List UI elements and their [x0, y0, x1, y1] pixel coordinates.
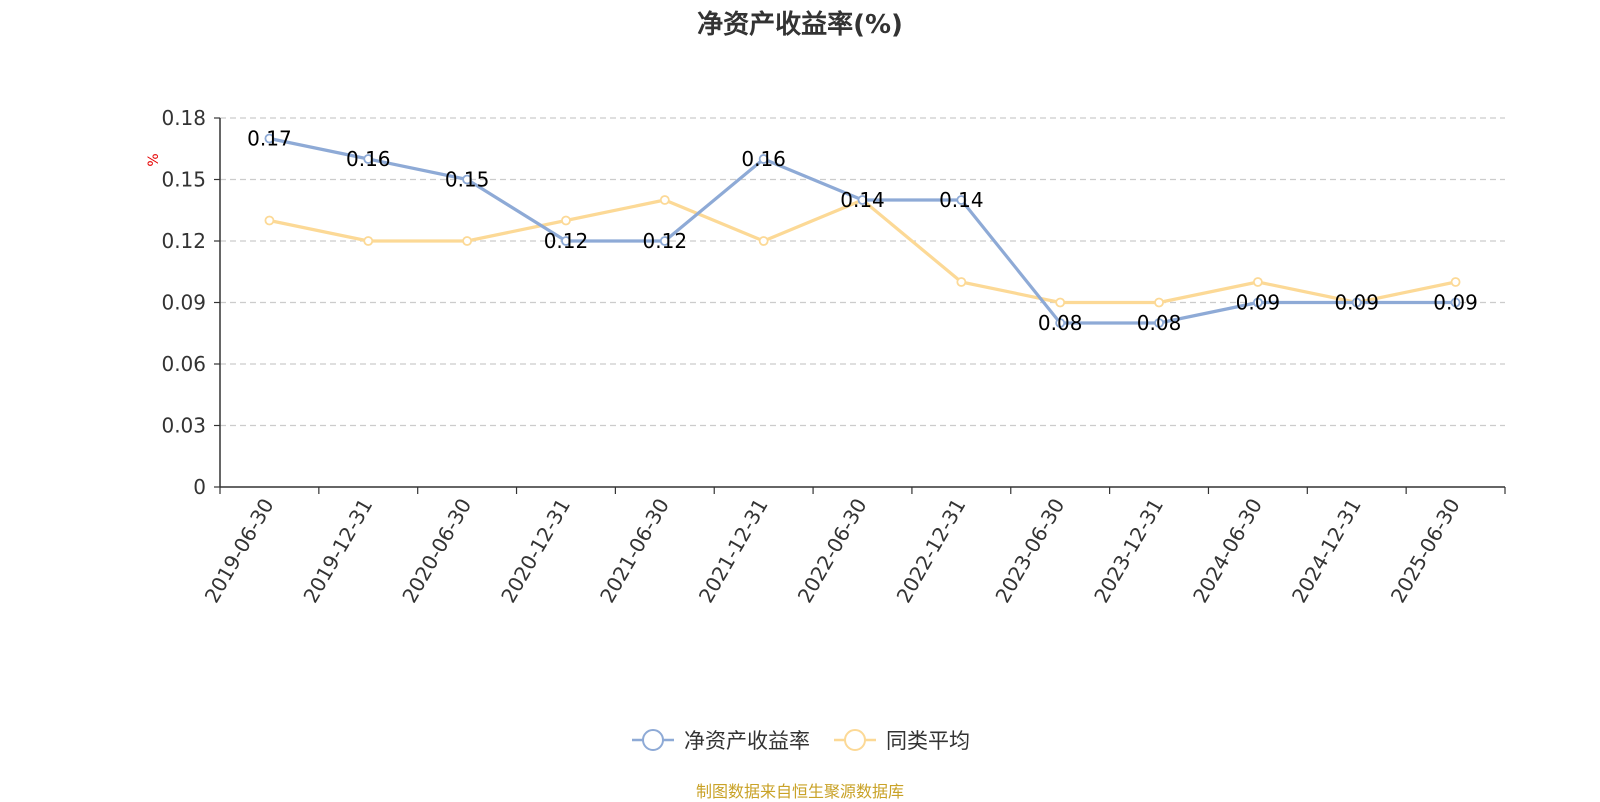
- grid-lines: [220, 117, 1505, 427]
- data-point[interactable]: [1351, 297, 1362, 308]
- y-tick-label: 0.06: [161, 352, 206, 376]
- x-tick-label: 2024-06-30: [1188, 494, 1267, 607]
- data-label: 0.14: [840, 188, 885, 212]
- data-point[interactable]: [363, 236, 374, 246]
- data-point[interactable]: [857, 195, 868, 205]
- data-point[interactable]: [1154, 297, 1164, 308]
- series-line-1: [269, 198, 1456, 305]
- data-point[interactable]: [956, 195, 967, 205]
- data-point[interactable]: [1252, 277, 1263, 287]
- y-tick-label: 0.03: [161, 414, 206, 438]
- x-tick-label: 2019-12-31: [298, 494, 377, 607]
- data-point[interactable]: [1055, 318, 1066, 328]
- data-point[interactable]: [1450, 277, 1461, 287]
- data-point[interactable]: [264, 133, 275, 144]
- data-point[interactable]: [956, 277, 967, 287]
- data-label: 0.09: [1236, 291, 1281, 315]
- data-point[interactable]: [264, 215, 275, 226]
- legend-swatch-icon: [834, 729, 876, 751]
- data-point[interactable]: [1252, 297, 1263, 308]
- y-axis-unit-label: %: [146, 153, 162, 166]
- x-tick-label: 2019-06-30: [200, 494, 279, 607]
- x-tick-label: 2023-12-31: [1089, 494, 1168, 607]
- x-tick-label: 2020-12-31: [496, 494, 575, 607]
- data-label: 0.17: [247, 127, 292, 151]
- y-tick-label: 0.18: [161, 106, 206, 130]
- x-tick-label: 2022-06-30: [793, 494, 872, 607]
- data-point[interactable]: [758, 236, 769, 246]
- legend-item-0[interactable]: 净资产收益率: [630, 725, 810, 755]
- x-tick-label: 2020-06-30: [397, 494, 476, 607]
- data-point[interactable]: [561, 236, 571, 246]
- data-point[interactable]: [462, 236, 473, 246]
- data-label: 0.09: [1433, 291, 1478, 315]
- data-label: 0.12: [544, 229, 589, 253]
- x-tick-label: 2025-06-30: [1386, 494, 1465, 607]
- data-point[interactable]: [1055, 297, 1066, 308]
- series-lines: [264, 133, 1461, 328]
- legend-item-1[interactable]: 同类平均: [832, 725, 970, 755]
- x-tick-label: 2024-12-31: [1287, 494, 1366, 607]
- data-label: 0.16: [741, 147, 786, 171]
- data-point[interactable]: [561, 215, 571, 226]
- data-point[interactable]: [462, 174, 473, 185]
- x-tick-label: 2022-12-31: [892, 494, 971, 607]
- axes: 0 0.03 0.06 0.09 0.12 0.15 0.18 2019-06-30 2019-…: [161, 106, 1506, 607]
- y-tick-label: 0.12: [161, 229, 206, 253]
- y-tick-label: 0.09: [161, 291, 206, 315]
- data-label: 0.12: [643, 229, 688, 253]
- data-point[interactable]: [1450, 297, 1461, 308]
- y-tick-label: 0.15: [161, 168, 206, 192]
- line-chart: 0 0.03 0.06 0.09 0.12 0.15 0.18 2019-06-30 2019-…: [146, 106, 1506, 607]
- data-point[interactable]: [659, 236, 670, 246]
- x-tick-label: 2021-06-30: [595, 494, 674, 607]
- data-label: 0.09: [1334, 291, 1379, 315]
- data-point[interactable]: [659, 195, 670, 205]
- legend-swatch-icon: [632, 729, 674, 751]
- data-point[interactable]: [363, 154, 374, 164]
- chart-title: 净资产收益率(%): [697, 10, 903, 40]
- legend-label: 净资产收益率: [684, 729, 810, 753]
- data-point[interactable]: [758, 154, 769, 164]
- data-labels: 0.17 0.16 0.15 0.12 0.12 0.16 0.14 0.14 0.08 0.08…: [247, 127, 1478, 336]
- data-label: 0.08: [1038, 311, 1083, 335]
- x-tick-label: 2023-06-30: [990, 494, 1069, 607]
- data-label: 0.08: [1137, 311, 1182, 335]
- legend: 净资产收益率 同类平均: [0, 722, 1600, 758]
- y-tick-label: 0: [193, 475, 206, 499]
- legend-label: 同类平均: [886, 729, 970, 753]
- data-point[interactable]: [1154, 318, 1164, 328]
- x-tick-label: 2021-12-31: [694, 494, 773, 607]
- data-label: 0.14: [939, 188, 984, 212]
- data-label: 0.16: [346, 147, 391, 171]
- data-label: 0.15: [445, 168, 490, 192]
- source-note: 制图数据来自恒生聚源数据库: [695, 782, 904, 801]
